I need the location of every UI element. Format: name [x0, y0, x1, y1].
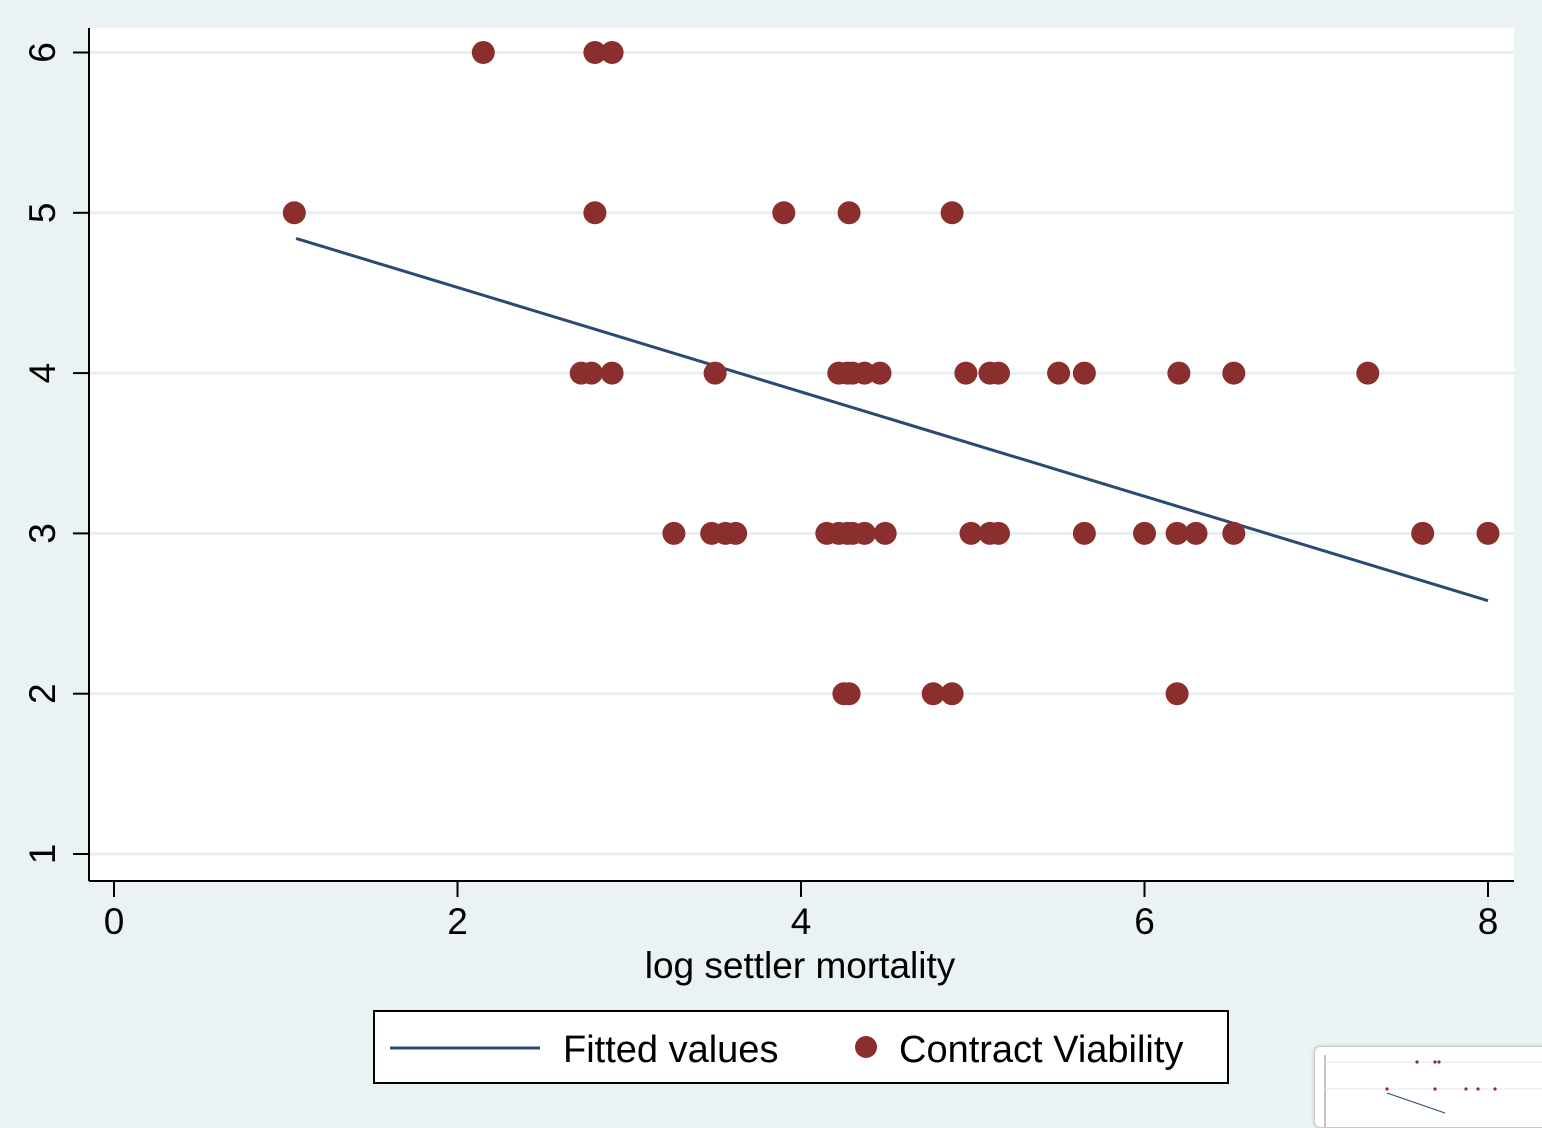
plot-area — [89, 28, 1514, 880]
data-point-37 — [987, 521, 1010, 545]
data-point-49 — [1165, 682, 1189, 706]
legend-marker-swatch — [855, 1036, 877, 1058]
data-point-34 — [873, 521, 897, 545]
legend-label-fitted: Fitted values — [563, 1029, 778, 1071]
ytick-label-3: 3 — [22, 523, 63, 544]
x-ticks: 0 2 4 6 8 — [104, 881, 1499, 942]
data-point-21 — [1072, 361, 1096, 385]
data-point-24 — [1356, 361, 1380, 385]
ytick-label-5: 5 — [22, 203, 63, 224]
data-point-6 — [837, 201, 861, 225]
data-point-0 — [471, 41, 495, 64]
data-point-1 — [583, 41, 607, 64]
thumbnail-preview — [1324, 1055, 1542, 1127]
xtick-label-8: 8 — [1478, 901, 1499, 942]
data-point-38 — [1072, 521, 1096, 545]
screenshot-thumbnail[interactable] — [1314, 1046, 1542, 1128]
data-point-11 — [703, 361, 727, 385]
ytick-label-6: 6 — [22, 42, 63, 63]
data-point-4 — [583, 201, 607, 225]
data-point-42 — [1222, 521, 1246, 545]
data-point-47 — [921, 682, 945, 706]
legend-label-contract: Contract Viability — [899, 1029, 1183, 1071]
fitted-values-line — [295, 236, 1489, 603]
data-point-10 — [600, 361, 624, 385]
fitted-line-layer — [295, 236, 1489, 603]
xtick-label-6: 6 — [1134, 901, 1155, 942]
data-point-35 — [959, 521, 983, 545]
points-layer — [282, 41, 1500, 706]
xtick-label-4: 4 — [791, 901, 812, 942]
data-point-22 — [1167, 361, 1191, 385]
data-point-44 — [1476, 521, 1500, 545]
data-point-23 — [1222, 361, 1246, 385]
data-point-7 — [940, 201, 964, 225]
data-point-28 — [724, 521, 748, 545]
data-point-48 — [940, 682, 964, 706]
data-point-33 — [853, 521, 876, 545]
data-point-46 — [837, 682, 861, 706]
data-point-41 — [1184, 521, 1208, 545]
data-point-19 — [987, 361, 1010, 385]
data-point-25 — [662, 521, 686, 545]
ytick-label-2: 2 — [22, 683, 63, 704]
data-point-20 — [1047, 361, 1071, 385]
xtick-label-0: 0 — [104, 901, 125, 942]
x-axis-title: log settler mortality — [645, 945, 956, 986]
ytick-label-1: 1 — [22, 844, 63, 865]
data-point-43 — [1411, 521, 1435, 545]
data-point-2 — [600, 41, 624, 64]
data-point-40 — [1165, 521, 1189, 545]
legend: Fitted values Contract Viability — [373, 1010, 1229, 1084]
xtick-label-2: 2 — [447, 901, 468, 942]
y-ticks: 1 2 3 4 5 6 — [22, 42, 89, 864]
ytick-label-4: 4 — [22, 363, 63, 384]
data-point-39 — [1133, 521, 1156, 545]
data-point-17 — [954, 361, 978, 385]
data-point-16 — [868, 361, 892, 385]
gridlines — [89, 51, 1514, 856]
data-point-5 — [772, 201, 796, 225]
data-point-9 — [580, 361, 603, 385]
data-point-3 — [282, 201, 306, 225]
